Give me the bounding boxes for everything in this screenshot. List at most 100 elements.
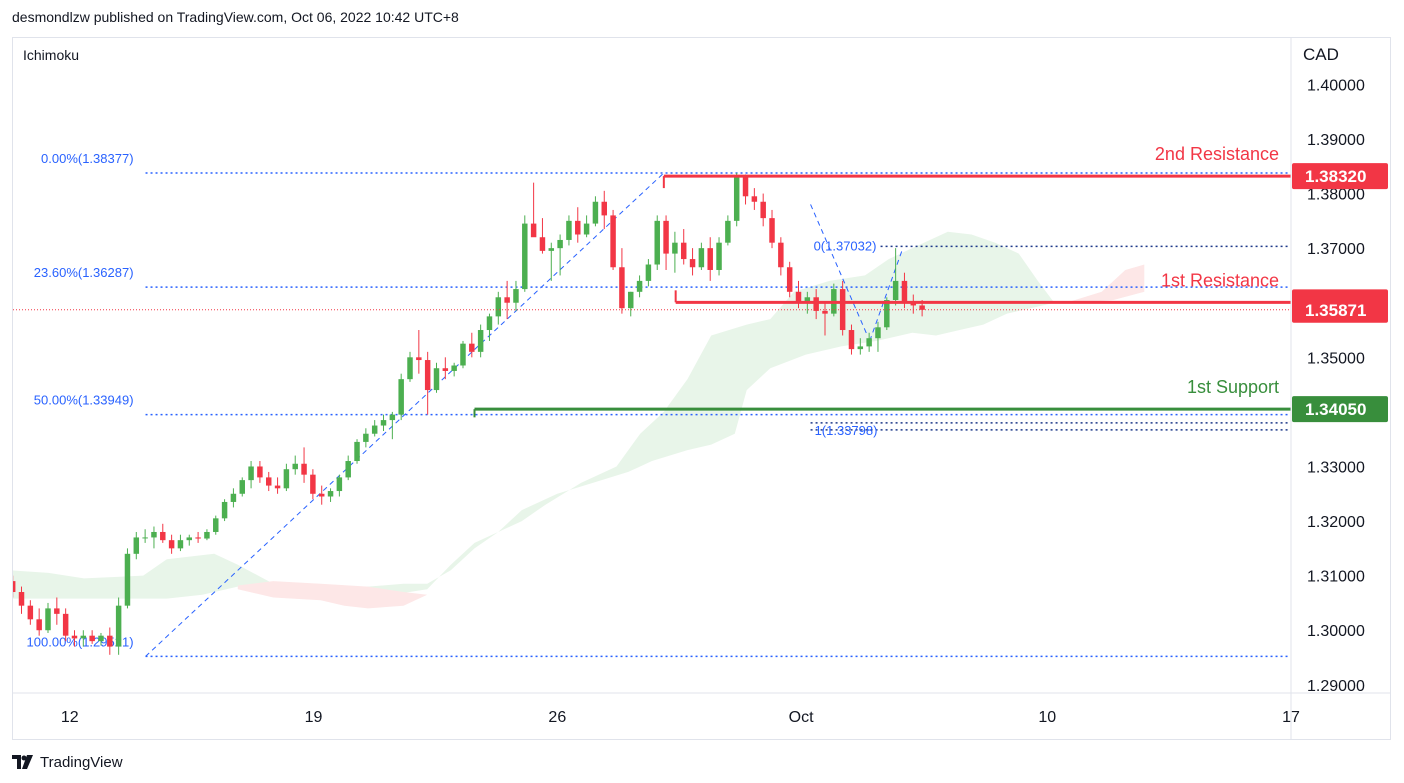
candle-up	[80, 635, 87, 639]
level-label: 2nd Resistance	[1155, 144, 1279, 164]
candle-down	[442, 368, 449, 371]
time-tick-label: 19	[305, 709, 323, 726]
trend-line	[145, 172, 665, 657]
chart-frame[interactable]: 0.00%(1.38377) 23.60%(1.36287) 50.00%(1.33…	[12, 37, 1391, 740]
candle-up	[513, 289, 519, 303]
candle-up	[884, 300, 890, 328]
candle-up	[336, 477, 343, 492]
candle-up	[292, 463, 298, 470]
fib-extension-label: 0(1.37032)	[814, 238, 877, 253]
fib-level-label: 100.00%(1.29521)	[27, 634, 134, 649]
cloud-bearish	[237, 581, 428, 609]
candle-up	[654, 220, 660, 265]
candle-up	[733, 177, 740, 221]
candle-down	[769, 218, 775, 243]
candle-up	[230, 493, 237, 502]
candle-down	[504, 297, 510, 303]
price-tick-label: 1.40000	[1307, 77, 1365, 94]
candle-down	[910, 302, 917, 306]
level-label: 1st Resistance	[1161, 270, 1279, 290]
price-tick-label: 1.31000	[1307, 569, 1365, 586]
horizontal-levels: 2nd Resistance 1st Resistance 1st Support	[13, 144, 1291, 418]
cloud-bullish	[13, 231, 1055, 599]
candle-down	[610, 215, 616, 268]
candle-up	[486, 316, 493, 331]
candle-down	[778, 242, 784, 268]
candle-up	[892, 280, 899, 300]
candle-up	[345, 461, 351, 478]
candle-down	[301, 463, 307, 475]
candle-up	[583, 223, 590, 235]
tradingview-brand-text: TradingView	[40, 753, 123, 771]
candle-up	[672, 242, 678, 254]
price-tick-label: 1.29000	[1307, 678, 1365, 695]
price-tag-bg	[1292, 396, 1388, 423]
candle-down	[601, 201, 607, 216]
price-tick-label: 1.37000	[1307, 241, 1365, 258]
candle-up	[248, 466, 254, 481]
candle-down	[27, 605, 34, 620]
current-price-tag: 1.35871	[1305, 301, 1366, 320]
indicator-label: Ichimoku	[23, 47, 79, 63]
fib-level-label: 0.00%(1.38377)	[41, 151, 134, 166]
candle-down	[760, 201, 766, 219]
candle-up	[389, 414, 396, 421]
candle-down	[71, 635, 78, 639]
fib-extension-label: 1(1.33798)	[815, 423, 878, 438]
candle-up	[398, 379, 404, 415]
candle-up	[380, 420, 387, 426]
candle-down	[813, 297, 819, 311]
candle-up	[407, 357, 413, 380]
candle-up	[566, 220, 572, 240]
candle-up	[213, 518, 219, 532]
trend-line	[869, 247, 904, 342]
candle-up	[221, 501, 228, 519]
price-chart[interactable]: 0.00%(1.38377) 23.60%(1.36287) 50.00%(1.33…	[13, 38, 1390, 739]
candle-up	[283, 469, 290, 489]
candle-up	[477, 330, 484, 352]
candle-down	[107, 635, 113, 647]
candle-up	[716, 242, 722, 270]
fib-level-label: 50.00%(1.33949)	[34, 393, 134, 408]
fib-level-label: 23.60%(1.36287)	[34, 265, 134, 280]
candle-up	[142, 537, 148, 539]
candle-up	[451, 365, 457, 371]
candle-up	[327, 491, 334, 497]
candle-up	[495, 297, 502, 317]
candle-down	[575, 220, 581, 235]
price-tick-label: 1.30000	[1307, 623, 1365, 640]
candle-up	[239, 480, 245, 494]
time-axis: 12 19 26 Oct 10 17	[61, 709, 1300, 726]
price-tag: 1.38320	[1305, 167, 1366, 186]
candle-down	[786, 267, 793, 292]
candle-up	[363, 433, 369, 442]
candle-down	[265, 477, 272, 486]
candle-down	[822, 310, 828, 314]
price-tick-label: 1.39000	[1307, 132, 1365, 149]
candle-up	[371, 425, 378, 434]
candle-down	[89, 635, 95, 642]
ichimoku-cloud	[13, 231, 1145, 609]
candle-up	[460, 343, 466, 366]
candle-up	[186, 537, 193, 541]
currency-label: CAD	[1303, 45, 1339, 64]
current-price-tag-bg	[1292, 296, 1388, 323]
candle-up	[636, 280, 643, 292]
fib-retracement: 0.00%(1.38377) 23.60%(1.36287) 50.00%(1.33…	[27, 151, 1291, 658]
price-tag: 1.34050	[1305, 400, 1366, 419]
price-tag-bg	[1292, 163, 1388, 190]
candle-up	[522, 223, 528, 290]
trend-line	[810, 204, 868, 336]
time-tick-label: 26	[548, 709, 566, 726]
candle-up	[45, 608, 51, 631]
candle-up	[592, 201, 599, 224]
candle-up	[204, 531, 210, 539]
candle-up	[177, 540, 184, 549]
price-axis: 1.400001.390001.380001.370001.360001.350…	[13, 38, 1390, 739]
publisher-header: desmondlzw published on TradingView.com,…	[12, 9, 459, 25]
candle-up	[124, 553, 131, 606]
candle-up	[115, 605, 122, 647]
candle-up	[548, 248, 555, 251]
tradingview-branding[interactable]: TradingView	[12, 751, 123, 773]
candle-down	[680, 242, 687, 260]
